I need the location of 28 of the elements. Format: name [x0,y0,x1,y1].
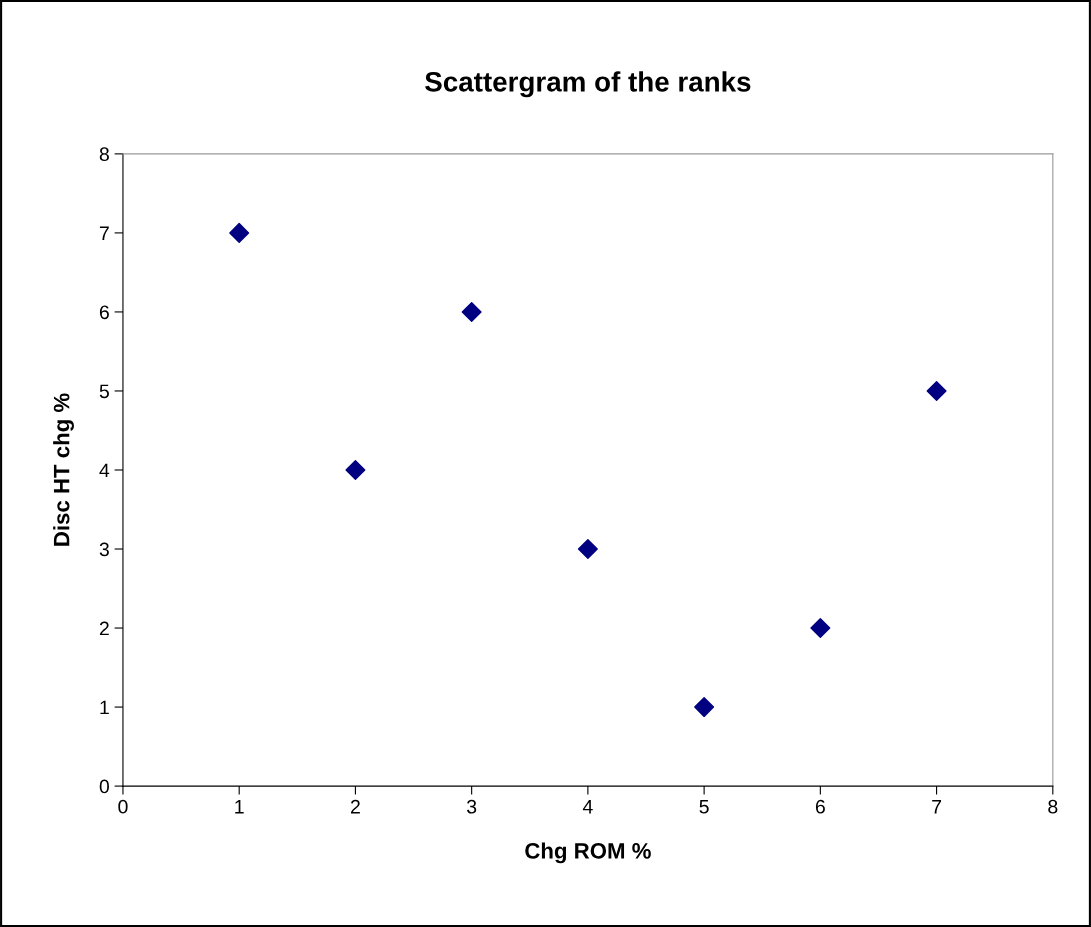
y-tick-label: 5 [99,384,109,399]
point [694,697,715,718]
x-tick-label: 6 [815,799,825,814]
x-tick-label: 7 [932,800,942,814]
x-tick-label: 4 [582,800,593,814]
y-tick-label: 0 [99,779,109,794]
y-tick-label: 6 [99,305,109,320]
point [577,539,598,560]
point [229,222,250,243]
point [810,618,831,639]
x-axis-title: Chg ROM % [525,842,651,864]
x-tick-label: 2 [350,799,360,814]
chart-title: Scattergram of the ranks [425,71,751,98]
y-tick-label: 8 [99,147,109,162]
x-tick-label: 8 [1048,799,1058,814]
x-tick-label: 5 [699,800,709,814]
x-tick-label: 0 [118,799,128,814]
y-tick-label: 3 [99,542,109,557]
y-tick-label: 7 [99,226,109,240]
y-tick-label: 1 [100,700,109,715]
point [345,459,366,481]
point [926,380,947,401]
y-tick-label: 4 [99,463,110,478]
point [461,301,482,322]
y-axis-title: Disc HT chg % [53,393,74,546]
x-tick-label: 1 [235,800,244,814]
x-tick-label: 3 [466,799,477,814]
y-tick-label: 2 [99,621,109,636]
